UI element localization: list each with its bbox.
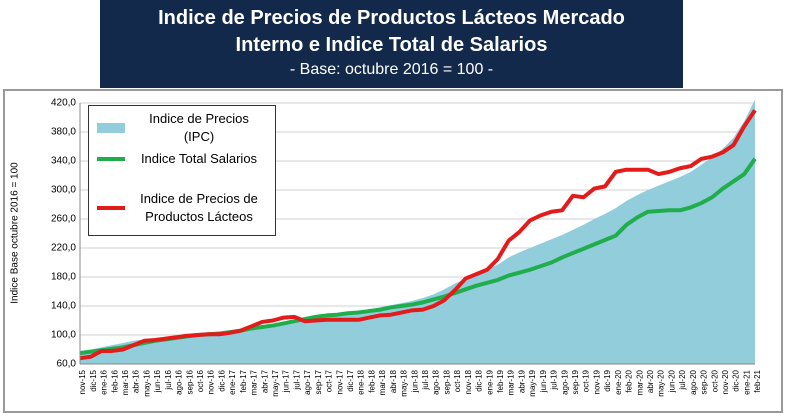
x-tick-label: mar-18	[378, 369, 387, 395]
x-tick-label: nov-20	[721, 369, 730, 394]
x-tick-label: mar-16	[121, 369, 130, 395]
series-line	[79, 109, 757, 361]
x-tick-label: may-18	[400, 369, 409, 396]
header: Indice de Precios de Productos Lácteos M…	[100, 0, 683, 88]
x-tick-label: feb-18	[367, 369, 376, 392]
x-tick-label: feb-21	[753, 369, 762, 392]
x-tick-label: dic-18	[475, 369, 484, 391]
y-tick-label: 260,0	[51, 214, 76, 225]
x-tick-label: ene-21	[742, 369, 751, 394]
x-tick-label: ene-17	[228, 369, 237, 394]
x-tick-label: sep-18	[442, 369, 451, 394]
legend-label: Indice de Precios de Productos Lácteos	[140, 191, 258, 224]
x-tick-label: sep-19	[571, 369, 580, 394]
legend-label: Indice Total Salarios	[140, 151, 258, 166]
x-tick-label: sep-20	[700, 369, 709, 394]
x-tick-label: jun-18	[410, 369, 419, 393]
x-tick-label: ene-16	[100, 369, 109, 394]
legend-item: Indice Total Salarios	[97, 150, 265, 168]
x-tick-label: jul-20	[678, 369, 687, 390]
x-tick-label: nov-15	[78, 369, 87, 394]
x-tick-label: jul-17	[292, 369, 301, 390]
x-tick-label: oct-17	[325, 369, 334, 392]
legend-swatch	[97, 206, 125, 210]
y-axis-label: Indice Base octubre 2016 = 100	[10, 162, 21, 304]
x-tick-label: may-16	[142, 369, 151, 396]
x-tick-label: jun-19	[539, 369, 548, 393]
y-tick-label: 60,0	[57, 359, 77, 370]
legend-item: Indice de Precios de Productos Lácteos	[97, 190, 265, 226]
x-tick-label: feb-16	[110, 369, 119, 392]
x-tick-label: jul-16	[164, 369, 173, 390]
x-tick-label: jun-16	[153, 369, 162, 393]
y-tick-label: 300,0	[51, 185, 76, 196]
x-tick-label: dic-19	[603, 369, 612, 391]
x-tick-label: sep-17	[314, 369, 323, 394]
ipc-area	[80, 99, 755, 364]
x-tick-label: abr-16	[132, 369, 141, 393]
x-tick-label: oct-19	[582, 369, 591, 392]
x-tick-label: nov-17	[335, 369, 344, 394]
x-tick-label: may-19	[528, 369, 537, 396]
y-tick-label: 380,0	[51, 127, 76, 138]
x-tick-label: oct-20	[710, 369, 719, 392]
chart-subtitle: - Base: octubre 2016 = 100 -	[289, 61, 494, 78]
x-tick-label: ago-20	[689, 369, 698, 394]
x-tick-label: feb-17	[239, 369, 248, 392]
y-tick-label: 340,0	[51, 156, 76, 167]
chart-title: Indice de Precios de Productos Lácteos M…	[158, 7, 625, 56]
x-tick-label: oct-16	[196, 369, 205, 392]
x-tick-label: feb-19	[496, 369, 505, 392]
legend: Indice de Precios (IPC) Indice Total Sala…	[88, 105, 276, 236]
x-tick-label: abr-17	[260, 369, 269, 393]
y-tick-label: 420,0	[51, 98, 76, 109]
x-tick-label: jun-20	[667, 369, 676, 393]
x-tick-label: dic-16	[217, 369, 226, 391]
y-tick-label: 180,0	[51, 272, 76, 283]
x-tick-label: mar-17	[250, 369, 259, 395]
x-tick-label: ene-19	[485, 369, 494, 394]
x-tick-label: dic-15	[89, 369, 98, 391]
x-tick-label: ene-20	[614, 369, 623, 394]
x-tick-label: sep-16	[185, 369, 194, 394]
y-tick-label: 100,0	[51, 330, 76, 341]
legend-item: Indice de Precios (IPC)	[97, 110, 265, 146]
legend-label: Indice de Precios (IPC)	[149, 111, 249, 144]
x-tick-label: ago-17	[303, 369, 312, 394]
x-tick-label: dic-20	[732, 369, 741, 391]
x-tick-label: ago-19	[560, 369, 569, 394]
x-tick-label: feb-20	[625, 369, 634, 392]
y-tick-label: 220,0	[51, 243, 76, 254]
legend-swatch	[97, 123, 125, 133]
x-tick-label: oct-18	[453, 369, 462, 392]
x-tick-label: mar-20	[635, 369, 644, 395]
x-tick-label: nov-16	[207, 369, 216, 394]
x-tick-label: nov-19	[592, 369, 601, 394]
x-tick-label: may-17	[271, 369, 280, 396]
x-tick-label: jul-19	[550, 369, 559, 390]
x-tick-label: abr-20	[646, 369, 655, 393]
x-tick-label: mar-19	[507, 369, 516, 395]
x-tick-label: ago-16	[175, 369, 184, 394]
x-tick-label: may-20	[657, 369, 666, 396]
x-tick-label: jun-17	[282, 369, 291, 393]
x-tick-label: abr-18	[389, 369, 398, 393]
x-tick-label: dic-17	[346, 369, 355, 391]
y-tick-label: 140,0	[51, 301, 76, 312]
legend-swatch	[97, 157, 125, 161]
x-tick-label: ago-18	[432, 369, 441, 394]
x-tick-label: nov-18	[464, 369, 473, 394]
x-tick-label: abr-19	[517, 369, 526, 393]
x-tick-label: jul-18	[421, 369, 430, 390]
x-tick-label: ene-18	[357, 369, 366, 394]
